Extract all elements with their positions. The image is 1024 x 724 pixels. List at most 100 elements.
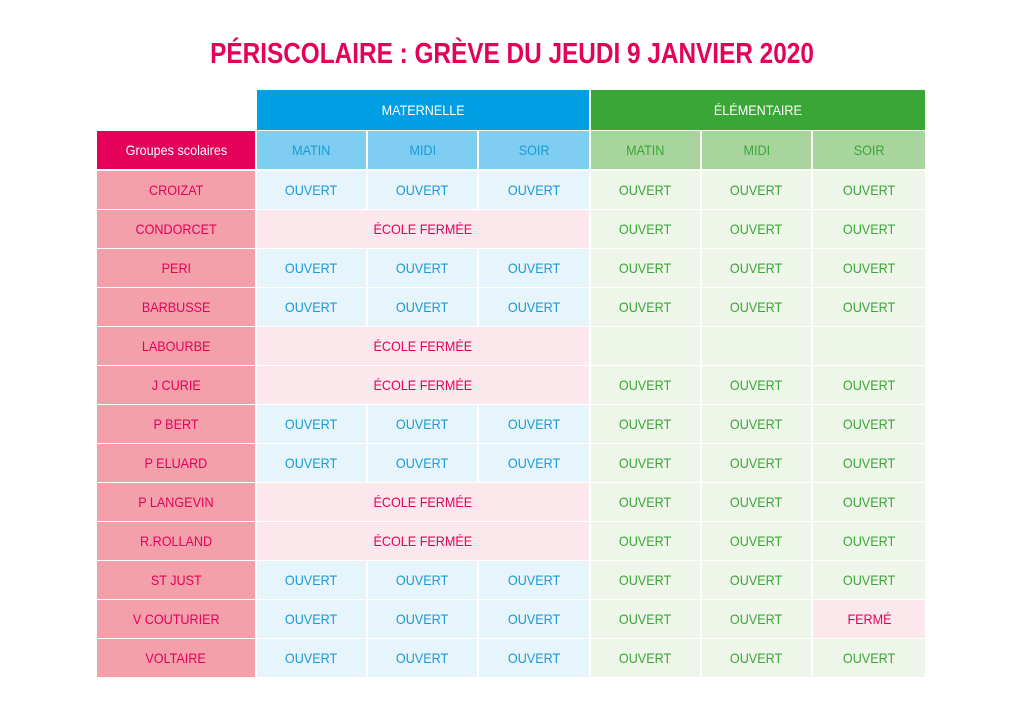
elementaire-midi-status: OUVERT: [702, 561, 814, 600]
elementaire-midi-status: OUVERT: [702, 288, 814, 327]
table-row: CROIZAT OUVERT OUVERT OUVERT OUVERT OUVERT OUV…: [97, 171, 928, 210]
elementaire-soir-status: OUVERT: [813, 522, 928, 561]
elementaire-matin-status: [591, 327, 703, 366]
table-row: CONDORCET ÉCOLE FERMÉE OUVERT OUVERT OUVERT: [97, 210, 928, 249]
strike-schedule-table: MATERNELLE ÉLÉMENTAIRE Groupes scolaires…: [97, 90, 928, 677]
maternelle-soir-status: OUVERT: [479, 405, 592, 444]
elementaire-soir-status: OUVERT: [813, 405, 928, 444]
maternelle-closed-cell: ÉCOLE FERMÉE: [257, 522, 592, 561]
elementaire-midi-status: OUVERT: [702, 366, 814, 405]
table-body: CROIZAT OUVERT OUVERT OUVERT OUVERT OUVERT OUV…: [97, 171, 928, 677]
maternelle-midi-status: OUVERT: [368, 288, 479, 327]
elementaire-header: ÉLÉMENTAIRE: [591, 90, 928, 131]
maternelle-matin-status: OUVERT: [257, 405, 368, 444]
elementaire-soir-status: FERMÉ: [813, 600, 928, 639]
elementaire-soir-status: OUVERT: [813, 561, 928, 600]
elementaire-soir-status: OUVERT: [813, 171, 928, 210]
maternelle-matin-status: OUVERT: [257, 444, 368, 483]
maternelle-soir-status: OUVERT: [479, 249, 592, 288]
elementaire-soir-status: [813, 327, 928, 366]
school-name: LABOURBE: [97, 327, 257, 366]
elementaire-matin-status: OUVERT: [591, 639, 703, 677]
elementaire-matin-status: OUVERT: [591, 405, 703, 444]
elementaire-matin-header: MATIN: [591, 131, 703, 171]
row-header-label: Groupes scolaires: [97, 131, 257, 171]
elementaire-matin-status: OUVERT: [591, 444, 703, 483]
school-name: BARBUSSE: [97, 288, 257, 327]
elementaire-soir-status: OUVERT: [813, 210, 928, 249]
school-name: J CURIE: [97, 366, 257, 405]
elementaire-soir-status: OUVERT: [813, 288, 928, 327]
elementaire-soir-status: OUVERT: [813, 249, 928, 288]
page-title: PÉRISCOLAIRE : GRÈVE DU JEUDI 9 JANVIER …: [210, 38, 814, 70]
maternelle-closed-cell: ÉCOLE FERMÉE: [257, 483, 592, 522]
table-row: V COUTURIER OUVERT OUVERT OUVERT OUVERT OUVER…: [97, 600, 928, 639]
table-row: J CURIE ÉCOLE FERMÉE OUVERT OUVERT OUVERT: [97, 366, 928, 405]
elementaire-midi-status: OUVERT: [702, 249, 814, 288]
table-row: BARBUSSE OUVERT OUVERT OUVERT OUVERT OUVERT OU…: [97, 288, 928, 327]
table-row: P LANGEVIN ÉCOLE FERMÉE OUVERT OUVERT OUVERT: [97, 483, 928, 522]
school-name: PERI: [97, 249, 257, 288]
elementaire-midi-status: OUVERT: [702, 405, 814, 444]
maternelle-midi-status: OUVERT: [368, 600, 479, 639]
elementaire-midi-header: MIDI: [702, 131, 814, 171]
maternelle-header: MATERNELLE: [257, 90, 592, 131]
maternelle-soir-status: OUVERT: [479, 288, 592, 327]
school-name: CROIZAT: [97, 171, 257, 210]
maternelle-matin-status: OUVERT: [257, 249, 368, 288]
table-row: PERI OUVERT OUVERT OUVERT OUVERT OUVERT OUVERT: [97, 249, 928, 288]
elementaire-midi-status: OUVERT: [702, 522, 814, 561]
elementaire-matin-status: OUVERT: [591, 483, 703, 522]
elementaire-matin-status: OUVERT: [591, 366, 703, 405]
elementaire-soir-status: OUVERT: [813, 483, 928, 522]
group-header-row: MATERNELLE ÉLÉMENTAIRE: [97, 90, 928, 131]
maternelle-midi-status: OUVERT: [368, 639, 479, 677]
table-row: LABOURBE ÉCOLE FERMÉE: [97, 327, 928, 366]
elementaire-midi-status: OUVERT: [702, 171, 814, 210]
school-name: R.ROLLAND: [97, 522, 257, 561]
elementaire-matin-status: OUVERT: [591, 522, 703, 561]
header-corner: [97, 90, 257, 131]
maternelle-soir-status: OUVERT: [479, 171, 592, 210]
maternelle-soir-status: OUVERT: [479, 639, 592, 677]
school-name: P BERT: [97, 405, 257, 444]
maternelle-soir-status: OUVERT: [479, 600, 592, 639]
elementaire-midi-status: OUVERT: [702, 600, 814, 639]
maternelle-matin-status: OUVERT: [257, 600, 368, 639]
table-row: VOLTAIRE OUVERT OUVERT OUVERT OUVERT OUVERT OU…: [97, 639, 928, 677]
maternelle-midi-status: OUVERT: [368, 171, 479, 210]
maternelle-closed-cell: ÉCOLE FERMÉE: [257, 327, 592, 366]
maternelle-closed-cell: ÉCOLE FERMÉE: [257, 366, 592, 405]
maternelle-matin-status: OUVERT: [257, 288, 368, 327]
maternelle-midi-status: OUVERT: [368, 249, 479, 288]
table-row: R.ROLLAND ÉCOLE FERMÉE OUVERT OUVERT OUVERT: [97, 522, 928, 561]
school-name: P ELUARD: [97, 444, 257, 483]
maternelle-midi-status: OUVERT: [368, 405, 479, 444]
maternelle-soir-header: SOIR: [479, 131, 592, 171]
period-header-row: Groupes scolaires MATIN MIDI SOIR MATIN …: [97, 131, 928, 171]
elementaire-matin-status: OUVERT: [591, 249, 703, 288]
maternelle-matin-status: OUVERT: [257, 639, 368, 677]
maternelle-matin-status: OUVERT: [257, 171, 368, 210]
school-name: ST JUST: [97, 561, 257, 600]
table-row: ST JUST OUVERT OUVERT OUVERT OUVERT OUVERT OUV…: [97, 561, 928, 600]
table-row: P ELUARD OUVERT OUVERT OUVERT OUVERT OUVERT OU…: [97, 444, 928, 483]
school-name: V COUTURIER: [97, 600, 257, 639]
elementaire-midi-status: [702, 327, 814, 366]
maternelle-matin-status: OUVERT: [257, 561, 368, 600]
school-name: CONDORCET: [97, 210, 257, 249]
maternelle-soir-status: OUVERT: [479, 444, 592, 483]
elementaire-midi-status: OUVERT: [702, 210, 814, 249]
elementaire-soir-header: SOIR: [813, 131, 928, 171]
maternelle-matin-header: MATIN: [257, 131, 368, 171]
school-name: P LANGEVIN: [97, 483, 257, 522]
elementaire-midi-status: OUVERT: [702, 444, 814, 483]
elementaire-matin-status: OUVERT: [591, 288, 703, 327]
elementaire-midi-status: OUVERT: [702, 639, 814, 677]
maternelle-midi-status: OUVERT: [368, 561, 479, 600]
elementaire-soir-status: OUVERT: [813, 366, 928, 405]
table-row: P BERT OUVERT OUVERT OUVERT OUVERT OUVERT OUVE…: [97, 405, 928, 444]
elementaire-matin-status: OUVERT: [591, 210, 703, 249]
elementaire-matin-status: OUVERT: [591, 600, 703, 639]
elementaire-soir-status: OUVERT: [813, 639, 928, 677]
